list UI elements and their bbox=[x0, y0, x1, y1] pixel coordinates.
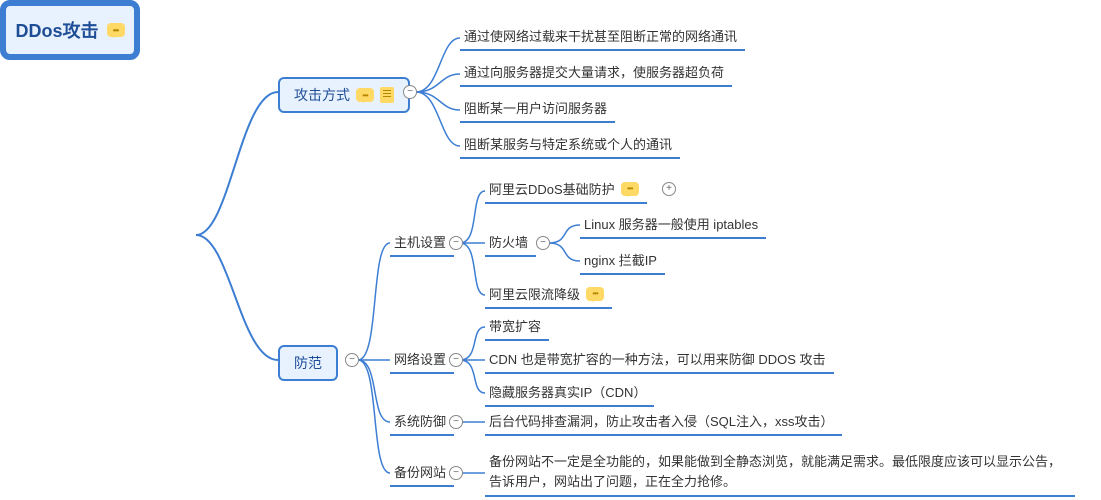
chat-icon: ••• bbox=[586, 287, 604, 301]
leaf-text: Linux 服务器一般使用 iptables bbox=[584, 214, 758, 233]
collapse-icon[interactable]: − bbox=[345, 353, 359, 367]
node-system[interactable]: 系统防御 bbox=[390, 407, 454, 436]
root-node[interactable]: DDos攻击 ••• bbox=[0, 0, 140, 60]
leaf-network-0[interactable]: 带宽扩容 bbox=[485, 312, 549, 341]
leaf-text: 阻断某服务与特定系统或个人的通讯 bbox=[464, 134, 672, 153]
branch-defense[interactable]: 防范 bbox=[278, 345, 338, 381]
leaf-text: 阿里云限流降级 bbox=[489, 284, 580, 303]
leaf-firewall-1[interactable]: nginx 拦截IP bbox=[580, 246, 665, 275]
leaf-attack-3[interactable]: 阻断某服务与特定系统或个人的通讯 bbox=[460, 130, 680, 159]
leaf-attack-1[interactable]: 通过向服务器提交大量请求，使服务器超负荷 bbox=[460, 58, 732, 87]
leaf-text: 防火墙 bbox=[489, 232, 528, 251]
leaf-text: 后台代码排查漏洞，防止攻击者入侵（SQL注入，xss攻击） bbox=[489, 411, 834, 430]
leaf-attack-0[interactable]: 通过使网络过载来干扰甚至阻断正常的网络通讯 bbox=[460, 22, 745, 51]
leaf-text: 带宽扩容 bbox=[489, 316, 541, 335]
collapse-icon[interactable]: − bbox=[403, 85, 417, 99]
node-backup[interactable]: 备份网站 bbox=[390, 458, 454, 487]
leaf-text: 通过向服务器提交大量请求，使服务器超负荷 bbox=[464, 62, 724, 81]
collapse-icon[interactable]: − bbox=[449, 466, 463, 480]
leaf-host-0[interactable]: 阿里云DDoS基础防护 ••• bbox=[485, 175, 647, 204]
leaf-network-2[interactable]: 隐藏服务器真实IP（CDN） bbox=[485, 378, 654, 407]
leaf-system-0[interactable]: 后台代码排查漏洞，防止攻击者入侵（SQL注入，xss攻击） bbox=[485, 407, 842, 436]
chat-icon: ••• bbox=[107, 23, 125, 37]
branch-defense-label: 防范 bbox=[294, 353, 322, 373]
leaf-text: nginx 拦截IP bbox=[584, 250, 657, 269]
leaf-text: 主机设置 bbox=[394, 232, 446, 251]
node-firewall[interactable]: 防火墙 bbox=[485, 228, 536, 257]
node-network[interactable]: 网络设置 bbox=[390, 345, 454, 374]
leaf-text: 备份网站 bbox=[394, 462, 446, 481]
branch-attack-label: 攻击方式 bbox=[294, 85, 350, 105]
chat-icon: ••• bbox=[621, 182, 639, 196]
collapse-icon[interactable]: − bbox=[536, 236, 550, 250]
branch-attack[interactable]: 攻击方式 ••• bbox=[278, 77, 410, 113]
leaf-text: 网络设置 bbox=[394, 349, 446, 368]
collapse-icon[interactable]: − bbox=[449, 415, 463, 429]
leaf-network-1[interactable]: CDN 也是带宽扩容的一种方法，可以用来防御 DDOS 攻击 bbox=[485, 345, 834, 374]
leaf-host-2[interactable]: 阿里云限流降级 ••• bbox=[485, 280, 612, 309]
leaf-text: 备份网站不一定是全功能的，如果能做到全静态浏览，就能满足需求。最低限度应该可以显… bbox=[489, 452, 1067, 491]
leaf-text: 通过使网络过载来干扰甚至阻断正常的网络通讯 bbox=[464, 26, 737, 45]
leaf-text: 隐藏服务器真实IP（CDN） bbox=[489, 382, 646, 401]
collapse-icon[interactable]: − bbox=[449, 353, 463, 367]
chat-icon: ••• bbox=[356, 88, 374, 102]
expand-icon[interactable]: + bbox=[662, 182, 676, 196]
root-label: DDos攻击 bbox=[15, 17, 98, 43]
leaf-text: 阻断某一用户访问服务器 bbox=[464, 98, 607, 117]
collapse-icon[interactable]: − bbox=[449, 236, 463, 250]
leaf-firewall-0[interactable]: Linux 服务器一般使用 iptables bbox=[580, 210, 766, 239]
leaf-text: CDN 也是带宽扩容的一种方法，可以用来防御 DDOS 攻击 bbox=[489, 349, 826, 368]
node-host[interactable]: 主机设置 bbox=[390, 228, 454, 257]
mindmap-root: DDos攻击 ••• 攻击方式 ••• − 通过使网络过载来干扰甚至阻断正常的网… bbox=[0, 0, 1101, 500]
leaf-text: 阿里云DDoS基础防护 bbox=[489, 179, 615, 198]
doc-icon bbox=[380, 87, 394, 103]
leaf-backup-0[interactable]: 备份网站不一定是全功能的，如果能做到全静态浏览，就能满足需求。最低限度应该可以显… bbox=[485, 448, 1075, 497]
leaf-text: 系统防御 bbox=[394, 411, 446, 430]
leaf-attack-2[interactable]: 阻断某一用户访问服务器 bbox=[460, 94, 615, 123]
